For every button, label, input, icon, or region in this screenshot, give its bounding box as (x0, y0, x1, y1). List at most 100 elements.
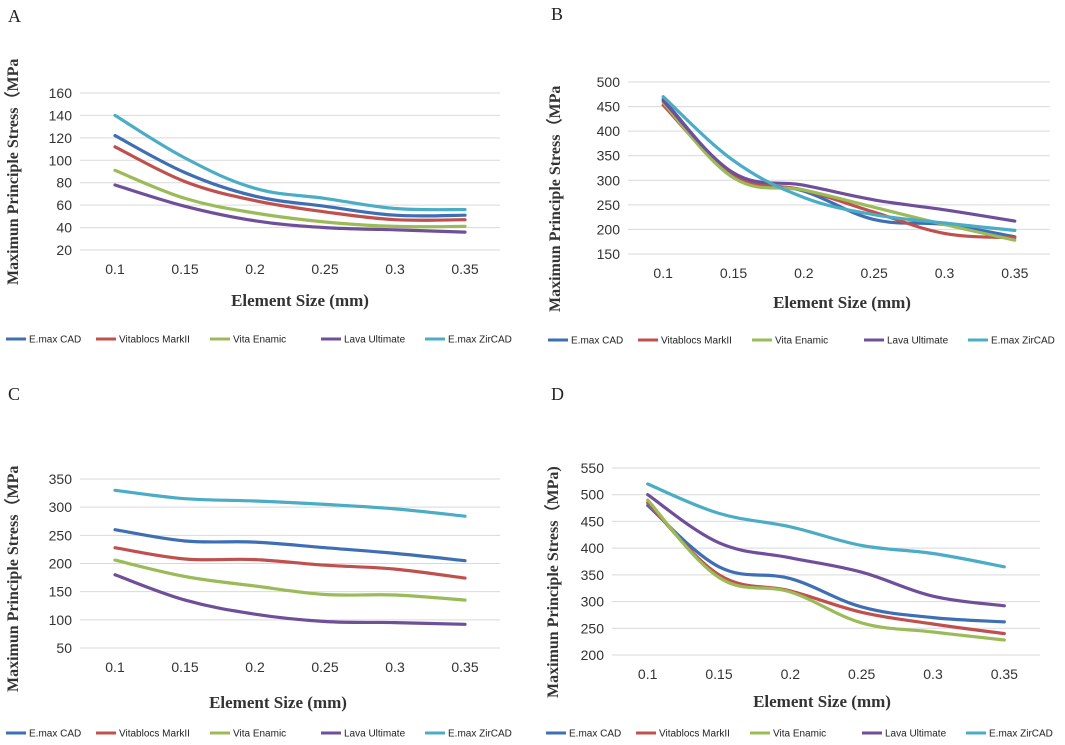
x-tick-label: 0.3 (935, 265, 955, 281)
panel-b-x-axis-label: Element Size (mm) (773, 293, 911, 312)
y-tick-label: 20 (56, 242, 72, 258)
y-tick-label: 250 (597, 197, 621, 213)
y-tick-label: 160 (49, 85, 73, 101)
x-tick-label: 0.25 (861, 265, 888, 281)
x-tick-label: 0.25 (311, 261, 338, 277)
legend-label: Lava Ultimate (885, 729, 947, 740)
y-tick-label: 100 (49, 612, 73, 628)
x-tick-label: 0.1 (105, 659, 125, 675)
legend-label: E.max ZirCAD (989, 729, 1053, 740)
legend-label: Vita Enamic (773, 729, 826, 740)
panel-d-plot-area: 200 250 300 350 400 450 500 550 0.1 0.15 0.2 0.25 0.… (581, 460, 1040, 682)
y-tick-label: 400 (597, 123, 621, 139)
y-tick-label: 200 (581, 647, 605, 663)
y-tick-label: 350 (581, 567, 605, 583)
series-line-vita-enamic (113, 558, 467, 602)
legend-label: Vitablocs MarkII (661, 336, 732, 347)
legend-label: Vitablocs MarkII (119, 335, 190, 346)
x-tick-label: 0.3 (923, 666, 943, 682)
legend-label: E.max ZirCAD (448, 335, 512, 346)
x-tick-label: 0.1 (105, 261, 125, 277)
series-line-lava-ultimate (661, 99, 1017, 223)
panel-b: B Maximun Principle Stress（MPa Element S… (546, 4, 1055, 347)
x-tick-label: 0.25 (848, 666, 875, 682)
panel-letter-a: A (8, 6, 21, 26)
panel-b-legend: E.max CAD Vitablocs MarkII Vita Enamic Lava… (548, 336, 1055, 347)
series-line-vitablocs-markii (113, 145, 467, 222)
y-tick-label: 550 (581, 460, 605, 476)
x-tick-label: 0.2 (245, 659, 265, 675)
series-line-lava-ultimate (113, 573, 467, 626)
y-tick-label: 120 (49, 130, 73, 146)
y-tick-label: 100 (49, 152, 73, 168)
panel-b-y-axis-label: Maximun Principle Stress（MPa (546, 86, 564, 312)
series-line-e-max-zircad (113, 113, 467, 212)
x-tick-label: 0.35 (1001, 265, 1028, 281)
y-tick-label: 450 (581, 513, 605, 529)
x-tick-label: 0.2 (794, 265, 814, 281)
series-line-e-max-zircad (646, 482, 1006, 569)
panel-c: C Maximun Principle Stress（MPa Element S… (4, 384, 512, 740)
x-tick-label: 0.2 (781, 666, 801, 682)
y-tick-label: 400 (581, 540, 605, 556)
legend-label: E.max ZirCAD (991, 336, 1055, 347)
panel-a-plot-area: 20 40 60 80 100 120 140 160 0.1 0.15 0.2 0.25 0.3 0.3… (49, 85, 500, 277)
y-tick-label: 500 (597, 74, 621, 90)
x-tick-label: 0.2 (245, 261, 265, 277)
y-tick-label: 150 (49, 584, 73, 600)
legend-label: Lava Ultimate (887, 336, 949, 347)
x-tick-label: 0.25 (311, 659, 338, 675)
x-tick-label: 0.15 (720, 265, 747, 281)
panel-c-plot-area: 50 100 150 200 250 300 350 0.1 0.15 0.2 0.25 0.3 0.3… (49, 471, 500, 675)
x-tick-label: 0.1 (638, 666, 658, 682)
legend-label: Lava Ultimate (344, 335, 406, 346)
panel-c-x-axis-label: Element Size (mm) (209, 693, 347, 712)
series-line-vita-enamic (646, 498, 1006, 642)
panel-d-x-axis-label: Element Size (mm) (753, 692, 891, 711)
y-tick-label: 500 (581, 487, 605, 503)
y-tick-label: 150 (597, 246, 621, 262)
x-tick-label: 0.1 (653, 265, 673, 281)
legend-label: Vitablocs MarkII (659, 729, 730, 740)
x-tick-label: 0.35 (451, 659, 478, 675)
panel-letter-d: D (551, 384, 564, 404)
legend-label: E.max ZirCAD (448, 729, 512, 740)
x-tick-label: 0.15 (705, 666, 732, 682)
y-tick-label: 300 (597, 172, 621, 188)
panel-a: A Maximun Principle Stress（MPa Element S… (4, 6, 512, 346)
y-tick-label: 350 (49, 471, 73, 487)
x-tick-label: 0.3 (385, 659, 405, 675)
y-tick-label: 300 (49, 499, 73, 515)
panel-d-legend: E.max CAD Vitablocs MarkII Vita Enamic Lava… (546, 729, 1053, 740)
series-line-lava-ultimate (113, 183, 467, 234)
y-tick-label: 140 (49, 107, 73, 123)
series-line-e-max-cad (646, 503, 1006, 624)
series-line-vita-enamic (661, 101, 1017, 242)
series-line-vitablocs-markii (661, 103, 1017, 240)
series-line-e-max-cad (113, 134, 467, 218)
y-tick-label: 40 (56, 220, 72, 236)
series-line-vitablocs-markii (113, 546, 467, 580)
legend-label: Vita Enamic (233, 335, 286, 346)
panel-a-x-axis-label: Element Size (mm) (231, 291, 369, 310)
series-line-e-max-cad (661, 97, 1017, 239)
panel-letter-c: C (8, 384, 20, 404)
panel-c-legend: E.max CAD Vitablocs MarkII Vita Enamic Lava… (6, 729, 512, 740)
x-tick-label: 0.35 (451, 261, 478, 277)
y-tick-label: 200 (49, 556, 73, 572)
series-line-vitablocs-markii (646, 501, 1006, 636)
y-tick-label: 50 (56, 640, 72, 656)
y-tick-label: 60 (56, 197, 72, 213)
x-tick-label: 0.15 (171, 261, 198, 277)
series-line-vita-enamic (113, 168, 467, 229)
legend-label: Vitablocs MarkII (119, 729, 190, 740)
y-tick-label: 200 (597, 221, 621, 237)
legend-label: E.max CAD (29, 729, 81, 740)
legend-label: Vita Enamic (775, 336, 828, 347)
y-tick-label: 250 (49, 527, 73, 543)
series-line-lava-ultimate (646, 493, 1006, 608)
panel-d: D Maximun Principle Stress（MPa) Element … (544, 384, 1053, 740)
y-tick-label: 250 (581, 620, 605, 636)
panel-c-y-axis-label: Maximun Principle Stress（MPa (4, 466, 22, 692)
